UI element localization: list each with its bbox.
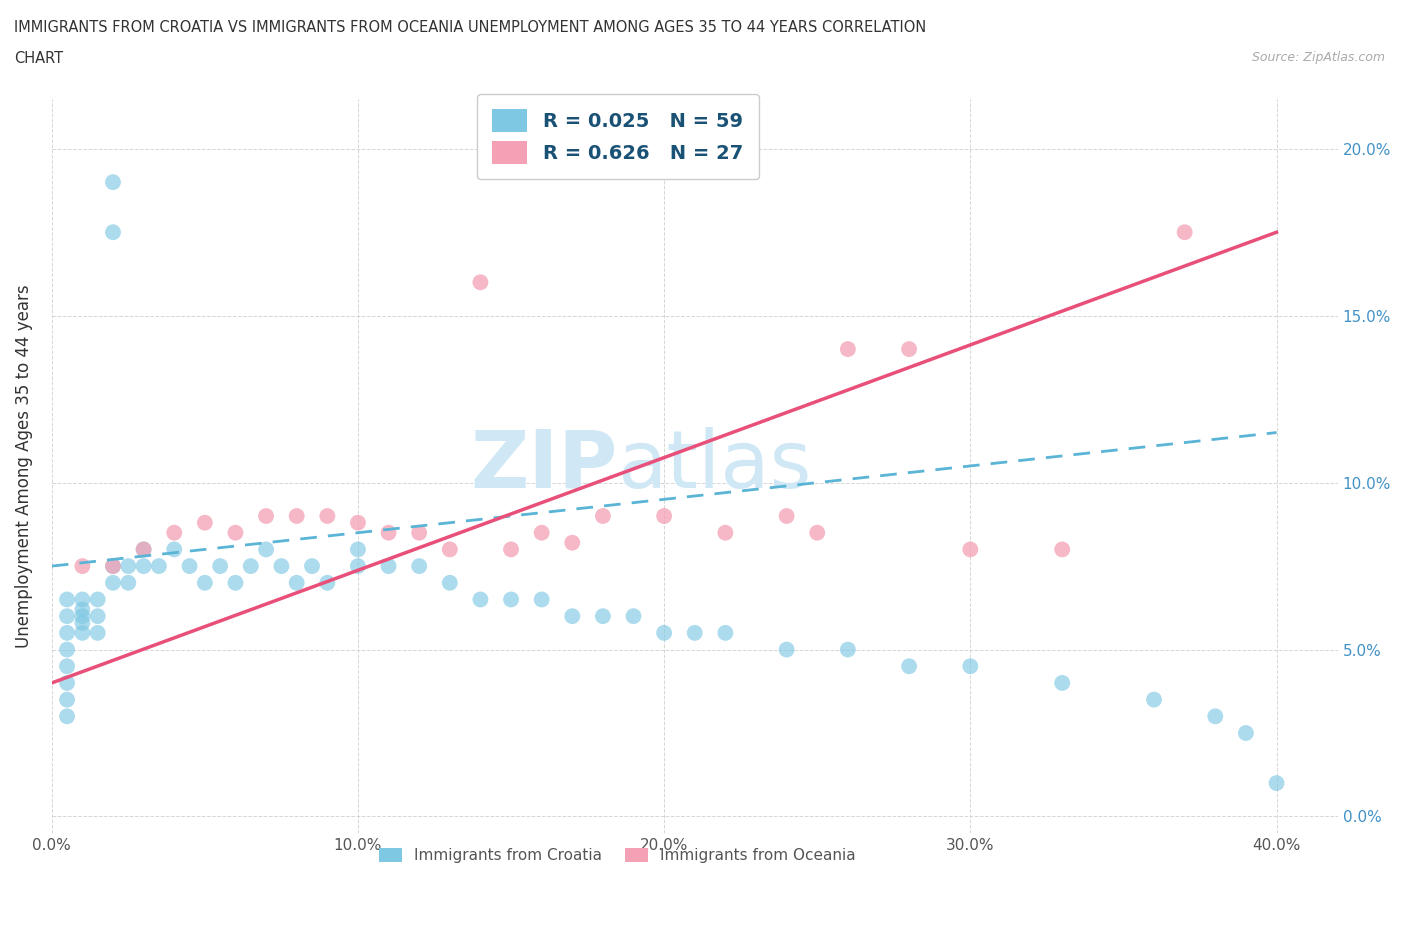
Point	[652, 625, 675, 640]
Y-axis label: Unemployment Among Ages 35 to 44 years: Unemployment Among Ages 35 to 44 years	[15, 285, 32, 648]
Point	[470, 275, 492, 290]
Point	[1050, 675, 1073, 690]
Point	[132, 542, 155, 557]
Point	[347, 542, 370, 557]
Point	[72, 609, 94, 624]
Point	[101, 576, 124, 591]
Point	[623, 609, 645, 624]
Point	[56, 609, 79, 624]
Point	[239, 559, 262, 574]
Point	[714, 625, 737, 640]
Point	[163, 542, 186, 557]
Point	[148, 559, 170, 574]
Point	[285, 576, 308, 591]
Point	[806, 525, 828, 540]
Point	[194, 576, 217, 591]
Point	[499, 592, 522, 607]
Point	[1143, 692, 1166, 707]
Point	[377, 525, 399, 540]
Point	[132, 542, 155, 557]
Point	[898, 341, 921, 356]
Point	[301, 559, 323, 574]
Point	[86, 625, 108, 640]
Point	[959, 542, 981, 557]
Point	[316, 576, 339, 591]
Point	[224, 576, 246, 591]
Point	[163, 525, 186, 540]
Point	[270, 559, 292, 574]
Point	[714, 525, 737, 540]
Point	[1265, 776, 1288, 790]
Point	[499, 542, 522, 557]
Point	[101, 175, 124, 190]
Point	[347, 515, 370, 530]
Point	[254, 509, 277, 524]
Point	[898, 658, 921, 673]
Point	[101, 225, 124, 240]
Point	[101, 559, 124, 574]
Point	[652, 509, 675, 524]
Point	[72, 559, 94, 574]
Point	[56, 709, 79, 724]
Point	[285, 509, 308, 524]
Point	[530, 592, 553, 607]
Point	[56, 625, 79, 640]
Point	[1204, 709, 1226, 724]
Point	[56, 675, 79, 690]
Point	[101, 559, 124, 574]
Point	[775, 642, 797, 657]
Text: ZIP: ZIP	[471, 427, 617, 505]
Point	[72, 616, 94, 631]
Point	[592, 509, 614, 524]
Point	[72, 625, 94, 640]
Point	[316, 509, 339, 524]
Point	[959, 658, 981, 673]
Point	[470, 592, 492, 607]
Legend: Immigrants from Croatia, Immigrants from Oceania: Immigrants from Croatia, Immigrants from…	[373, 843, 862, 870]
Point	[254, 542, 277, 557]
Point	[194, 515, 217, 530]
Point	[837, 341, 859, 356]
Point	[683, 625, 706, 640]
Point	[209, 559, 232, 574]
Point	[1234, 725, 1257, 740]
Point	[377, 559, 399, 574]
Point	[56, 592, 79, 607]
Point	[561, 609, 583, 624]
Point	[86, 592, 108, 607]
Point	[439, 542, 461, 557]
Point	[837, 642, 859, 657]
Point	[1050, 542, 1073, 557]
Point	[132, 559, 155, 574]
Point	[439, 576, 461, 591]
Point	[117, 559, 139, 574]
Point	[56, 658, 79, 673]
Point	[72, 592, 94, 607]
Point	[117, 576, 139, 591]
Point	[86, 609, 108, 624]
Point	[408, 525, 430, 540]
Point	[56, 642, 79, 657]
Text: Source: ZipAtlas.com: Source: ZipAtlas.com	[1251, 51, 1385, 64]
Point	[775, 509, 797, 524]
Point	[408, 559, 430, 574]
Point	[1174, 225, 1197, 240]
Text: CHART: CHART	[14, 51, 63, 66]
Text: atlas: atlas	[617, 427, 813, 505]
Point	[72, 602, 94, 617]
Point	[530, 525, 553, 540]
Point	[592, 609, 614, 624]
Point	[347, 559, 370, 574]
Text: IMMIGRANTS FROM CROATIA VS IMMIGRANTS FROM OCEANIA UNEMPLOYMENT AMONG AGES 35 TO: IMMIGRANTS FROM CROATIA VS IMMIGRANTS FR…	[14, 20, 927, 35]
Point	[179, 559, 201, 574]
Point	[561, 536, 583, 551]
Point	[56, 692, 79, 707]
Point	[224, 525, 246, 540]
